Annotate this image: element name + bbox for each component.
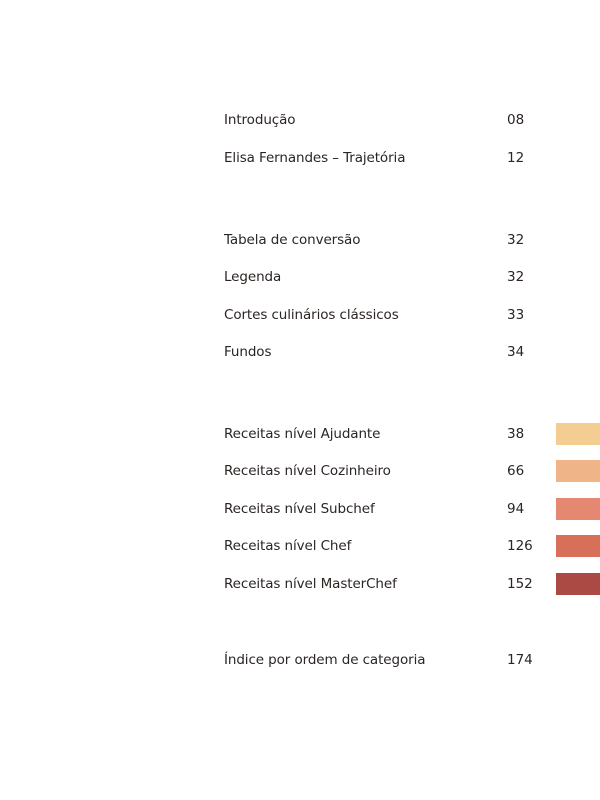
level-color-tab	[556, 573, 600, 595]
toc-entry-label: Receitas nível MasterChef	[224, 576, 397, 592]
level-color-tab	[556, 423, 600, 445]
toc-entry-receitas-masterchef[interactable]: Receitas nível MasterChef 152	[0, 572, 600, 596]
toc-entry-page-number: 174	[507, 652, 533, 668]
level-color-tab	[556, 460, 600, 482]
toc-entry-receitas-cozinheiro[interactable]: Receitas nível Cozinheiro 66	[0, 459, 600, 483]
toc-entry-receitas-subchef[interactable]: Receitas nível Subchef 94	[0, 497, 600, 521]
level-color-tab	[556, 535, 600, 557]
toc-entry-receitas-ajudante[interactable]: Receitas nível Ajudante 38	[0, 422, 600, 446]
toc-entry-page-number: 32	[507, 232, 525, 248]
toc-entry-label: Legenda	[224, 269, 282, 285]
toc-entry-page-number: 126	[507, 538, 533, 554]
toc-entry-trajetoria[interactable]: Elisa Fernandes – Trajetória 12	[0, 146, 600, 170]
toc-entry-label: Receitas nível Cozinheiro	[224, 463, 391, 479]
toc-entry-page-number: 38	[507, 426, 525, 442]
toc-entry-label: Receitas nível Chef	[224, 538, 352, 554]
level-color-tab	[556, 498, 600, 520]
toc-entry-label: Tabela de conversão	[224, 232, 361, 248]
toc-entry-page-number: 66	[507, 463, 525, 479]
toc-entry-label: Cortes culinários clássicos	[224, 307, 399, 323]
toc-entry-label: Receitas nível Ajudante	[224, 426, 381, 442]
toc-entry-label: Introdução	[224, 112, 296, 128]
toc-entry-page-number: 34	[507, 344, 525, 360]
toc-entry-label: Elisa Fernandes – Trajetória	[224, 150, 406, 166]
toc-entry-label: Fundos	[224, 344, 272, 360]
toc-entry-label: Receitas nível Subchef	[224, 501, 375, 517]
toc-entry-page-number: 33	[507, 307, 525, 323]
toc-entry-receitas-chef[interactable]: Receitas nível Chef 126	[0, 534, 600, 558]
toc-entry-introducao[interactable]: Introdução 08	[0, 108, 600, 132]
toc-entry-label: Índice por ordem de categoria	[224, 652, 426, 668]
toc-entry-cortes-culinarios[interactable]: Cortes culinários clássicos 33	[0, 303, 600, 327]
toc-entry-indice[interactable]: Índice por ordem de categoria 174	[0, 648, 600, 672]
toc-entry-page-number: 152	[507, 576, 533, 592]
toc-entry-page-number: 08	[507, 112, 525, 128]
toc-entry-tabela-conversao[interactable]: Tabela de conversão 32	[0, 228, 600, 252]
toc-entry-fundos[interactable]: Fundos 34	[0, 340, 600, 364]
toc-entry-legenda[interactable]: Legenda 32	[0, 265, 600, 289]
toc-entry-page-number: 32	[507, 269, 525, 285]
toc-entry-page-number: 94	[507, 501, 525, 517]
toc-entry-page-number: 12	[507, 150, 525, 166]
